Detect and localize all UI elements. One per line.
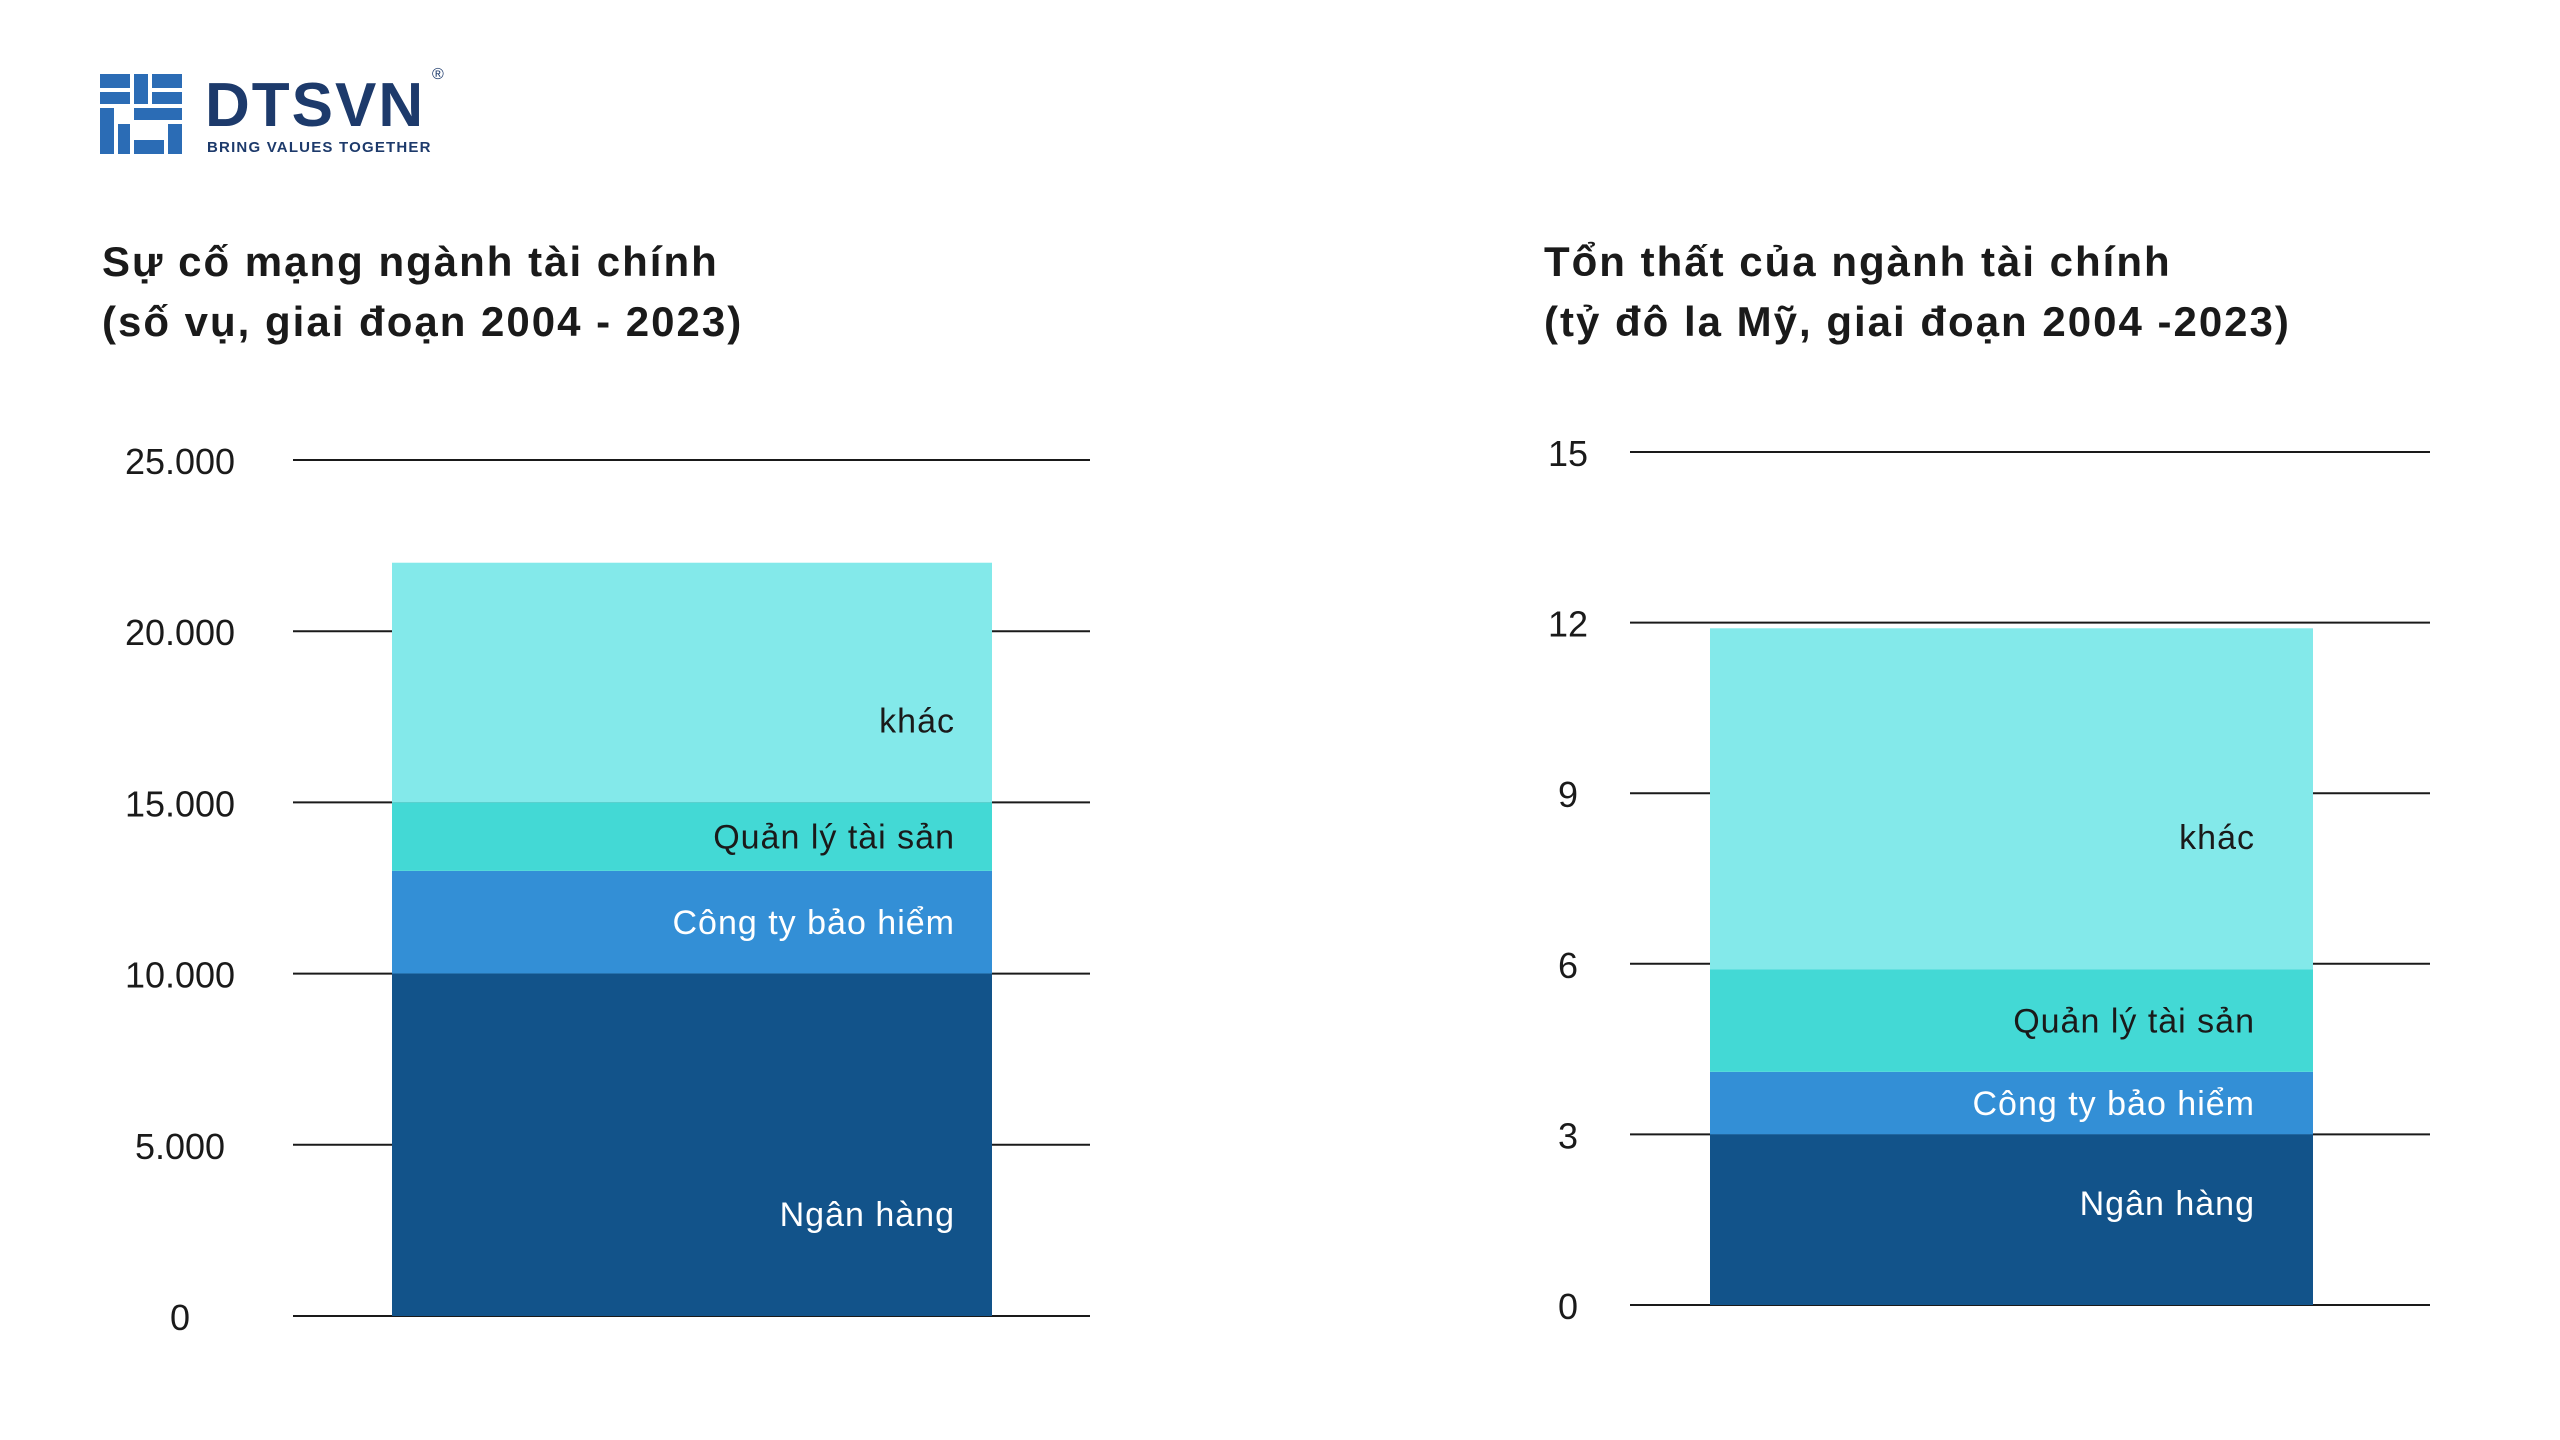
brand-tagline: BRING VALUES TOGETHER [207, 139, 432, 156]
segment-label: khác [879, 703, 955, 741]
bar-segment [392, 973, 992, 1316]
y-tick-label: 20.000 [125, 612, 235, 653]
bar-segment [1710, 969, 2313, 1072]
segment-label: Quản lý tài sản [713, 819, 955, 857]
segment-label: khác [2179, 819, 2255, 857]
y-tick-label: 9 [1558, 774, 1578, 815]
brand-name: DTSVN [205, 71, 426, 140]
chart-1-subtitle: (số vụ, giai đoạn 2004 - 2023) [102, 298, 744, 345]
brand-logo: DTSVN ® BRING VALUES TOGETHER [100, 66, 460, 166]
y-tick-label: 15 [1548, 433, 1588, 474]
y-tick-label: 10.000 [125, 955, 235, 996]
bar-segment [1710, 628, 2313, 970]
y-tick-label: 25.000 [125, 441, 235, 482]
y-tick-label: 12 [1548, 604, 1588, 645]
y-tick-label: 0 [1558, 1286, 1578, 1327]
bar-segment [392, 562, 992, 803]
bar-segment [392, 870, 992, 974]
chart-2-subtitle: (tỷ đô la Mỹ, giai đoạn 2004 -2023) [1544, 298, 2291, 345]
y-tick-label: 0 [170, 1297, 190, 1338]
segment-label: Ngân hàng [780, 1196, 955, 1234]
chart-1-title-block: Sự cố mạng ngành tài chính (số vụ, giai … [102, 232, 743, 352]
chart-1-title: Sự cố mạng ngành tài chính [102, 238, 719, 285]
logo-mark-icon [100, 74, 182, 154]
bar-segment [392, 802, 992, 871]
y-tick-label: 6 [1558, 945, 1578, 986]
chart-2-title-block: Tổn thất của ngành tài chính (tỷ đô la M… [1544, 232, 2291, 352]
segment-label: Quản lý tài sản [2013, 1003, 2255, 1041]
y-tick-label: 15.000 [125, 783, 235, 824]
y-tick-label: 5.000 [135, 1126, 225, 1167]
segment-label: Ngân hàng [2080, 1185, 2255, 1223]
registered-mark: ® [432, 66, 444, 83]
bar-segment [1710, 1071, 2313, 1135]
segment-label: Công ty bảo hiểm [1973, 1085, 2256, 1123]
y-tick-label: 3 [1558, 1115, 1578, 1156]
bar-segment [1710, 1134, 2313, 1305]
segment-label: Công ty bảo hiểm [673, 904, 956, 942]
chart-2-title: Tổn thất của ngành tài chính [1544, 238, 2172, 285]
